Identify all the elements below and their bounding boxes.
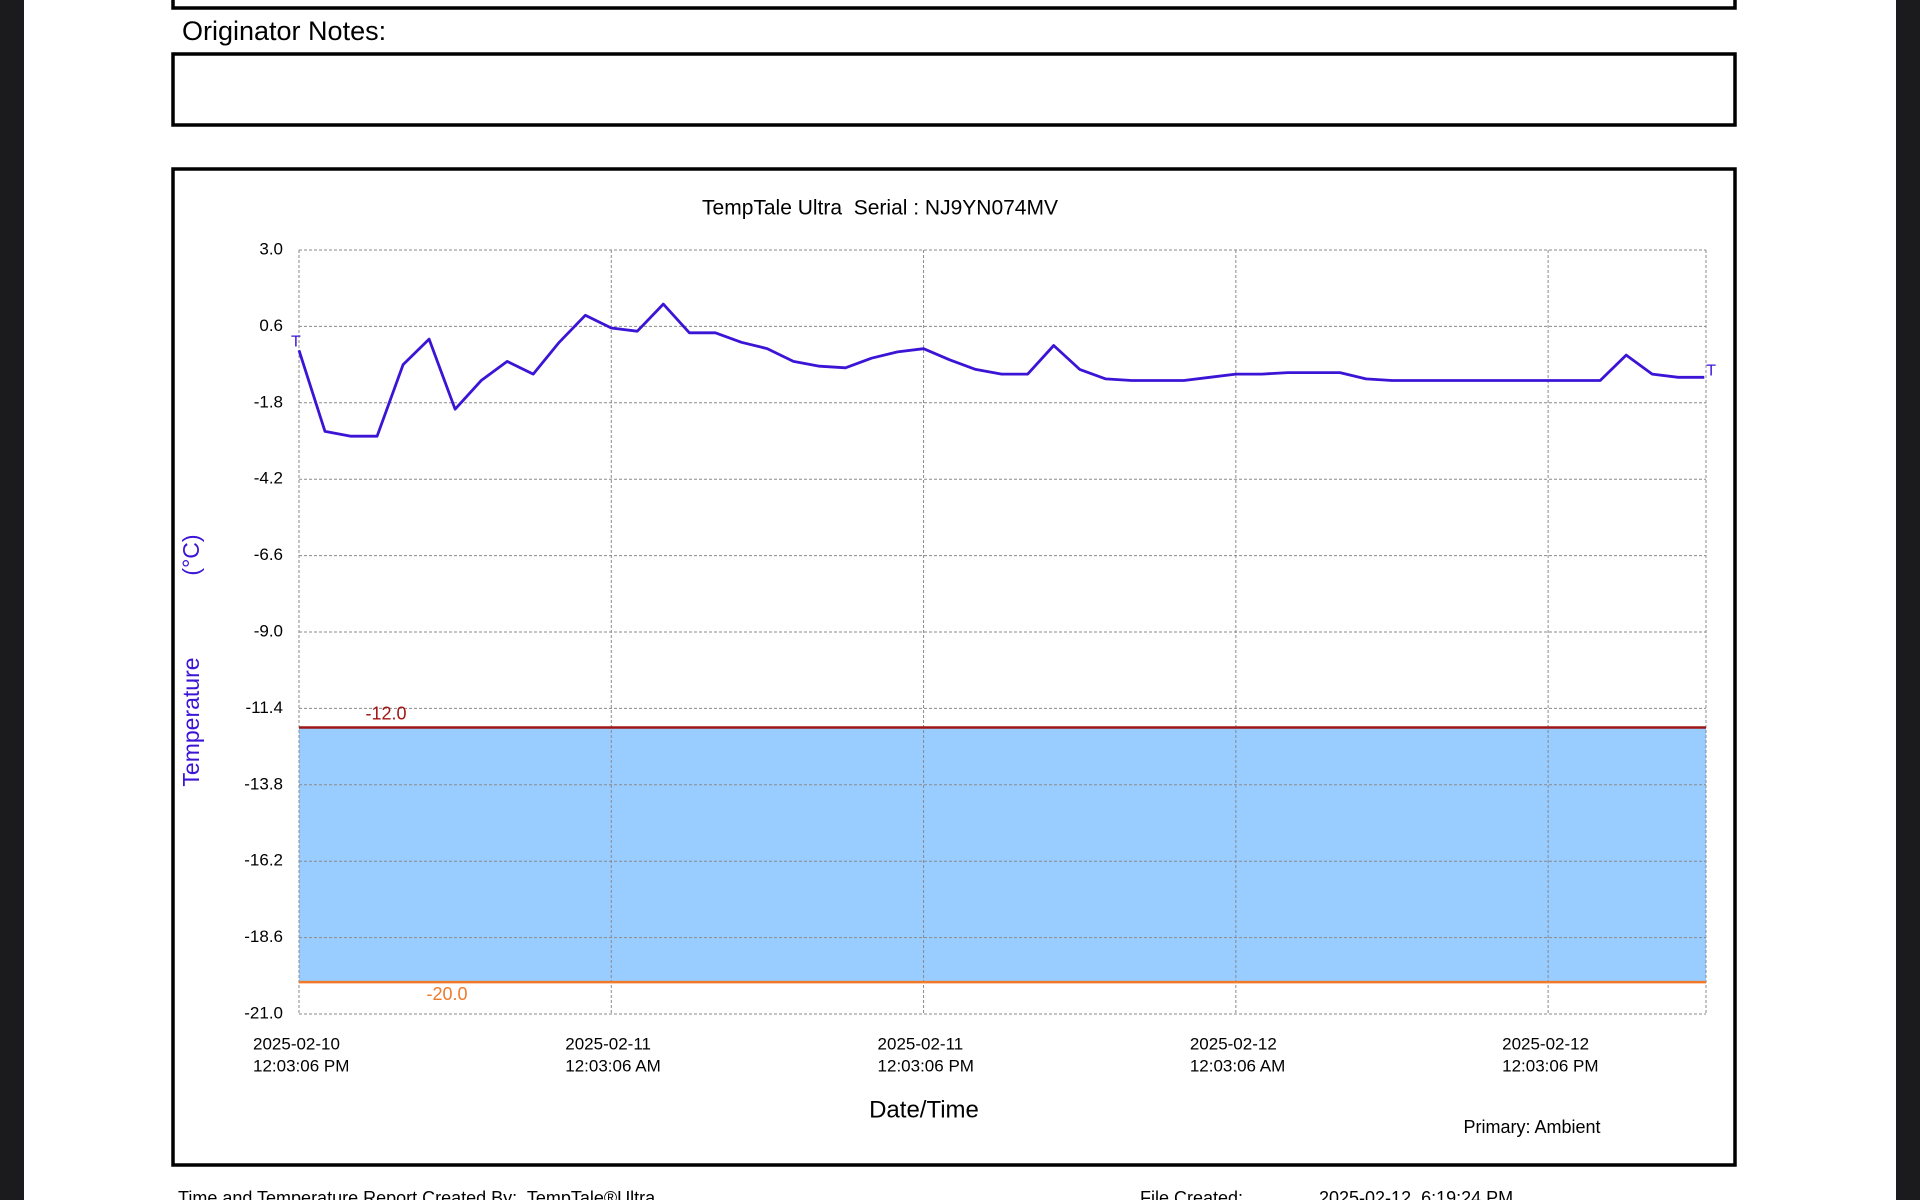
x-tick-label: 2025-02-12 (1502, 1034, 1589, 1053)
notes-label: Originator Notes: (182, 16, 386, 46)
right-margin (1896, 0, 1920, 1200)
footer-file-created: 2025-02-12 6:19:24 PM (1319, 1188, 1513, 1200)
x-tick-label: 12:03:06 AM (1190, 1056, 1285, 1075)
y-axis-unit: (°C) (178, 534, 204, 575)
trip-marker: T (1706, 363, 1716, 380)
chart-title: TempTale Ultra Serial : NJ9YN074MV (702, 197, 1058, 220)
x-tick-label: 12:03:06 PM (878, 1056, 974, 1075)
footer-created-by: Time and Temperature Report Created By: … (178, 1188, 656, 1200)
y-tick-label: -6.6 (254, 545, 283, 564)
legend-entry: Primary: Ambient (1463, 1117, 1600, 1137)
limit-band (299, 727, 1706, 983)
y-tick-label: -9.0 (254, 621, 283, 640)
y-tick-label: -11.4 (246, 698, 284, 717)
notes-box (171, 52, 1737, 127)
x-tick-label: 2025-02-10 (253, 1034, 340, 1053)
footer-file-created-label: File Created: (1140, 1188, 1243, 1200)
left-margin (0, 0, 24, 1200)
y-tick-label: -18.6 (244, 927, 283, 946)
y-tick-label: -21.0 (244, 1003, 283, 1022)
y-tick-label: -4.2 (254, 469, 283, 488)
series-line (297, 302, 1705, 438)
y-tick-label: 3.0 (259, 239, 283, 258)
x-tick-label: 2025-02-12 (1190, 1034, 1277, 1053)
x-axis-label: Date/Time (869, 1096, 979, 1123)
chart-box (171, 167, 1737, 1167)
y-tick-label: -13.8 (244, 774, 283, 793)
x-tick-label: 2025-02-11 (565, 1034, 651, 1053)
threshold-label: -20.0 (426, 984, 467, 1004)
x-tick-label: 12:03:06 PM (253, 1056, 349, 1075)
x-tick-label: 12:03:06 PM (1502, 1056, 1598, 1075)
y-tick-label: 0.6 (259, 316, 283, 335)
y-tick-label: -1.8 (254, 392, 283, 411)
x-tick-label: 12:03:06 AM (565, 1056, 660, 1075)
y-axis-label: Temperature (178, 657, 204, 786)
threshold-label: -12.0 (365, 703, 406, 723)
y-tick-label: -16.2 (244, 851, 283, 870)
x-tick-label: 2025-02-11 (878, 1034, 964, 1053)
previous-box (171, 0, 1737, 10)
trip-marker: T (291, 333, 301, 350)
